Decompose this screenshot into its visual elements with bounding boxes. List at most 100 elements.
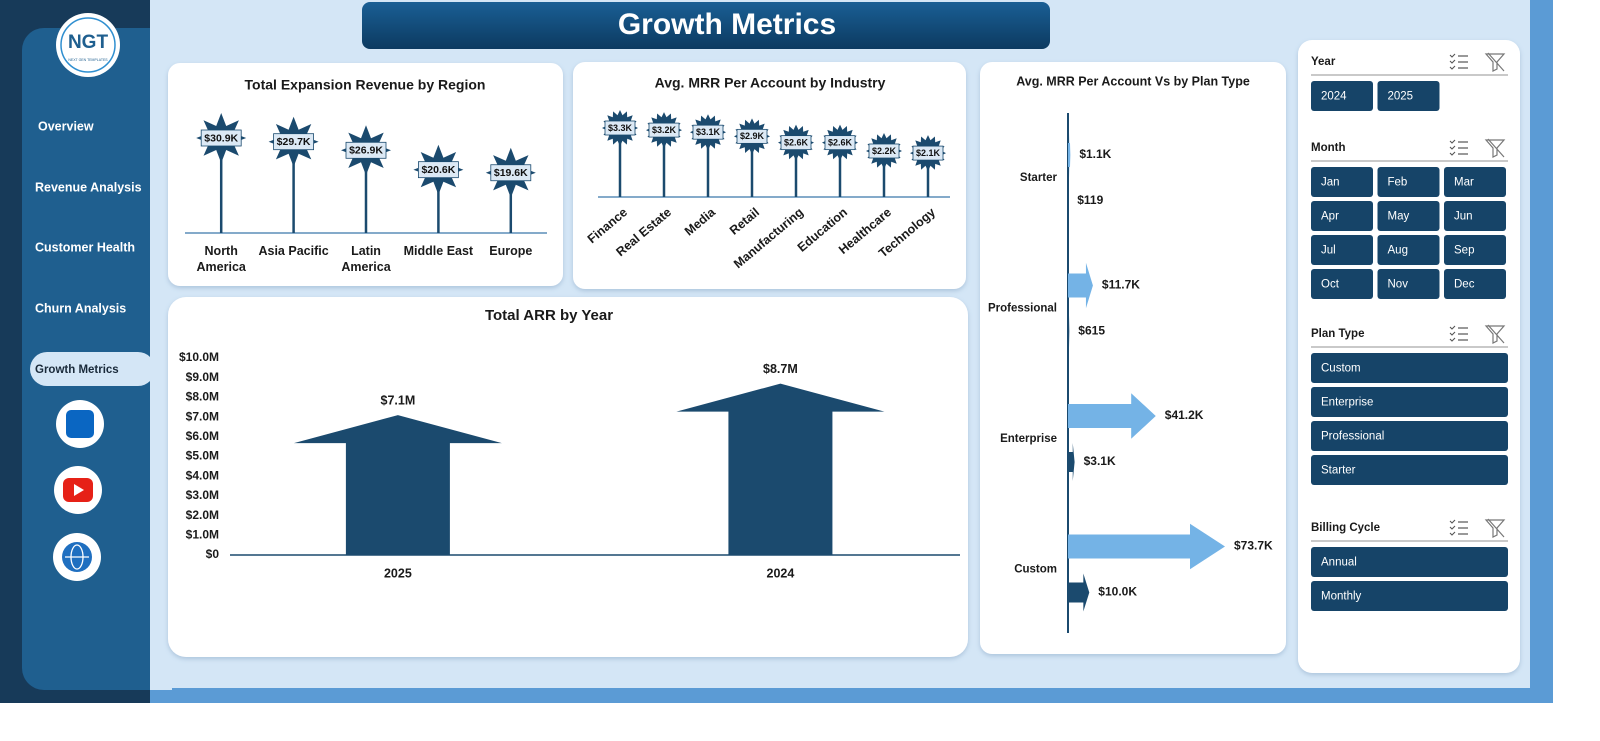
slicer-item[interactable]: Professional	[1321, 431, 1384, 443]
slicer-title: Year	[1311, 56, 1336, 68]
slicer-button[interactable]	[1377, 235, 1440, 265]
y-tick-label: Starter	[1020, 172, 1058, 184]
slicer-item[interactable]: Apr	[1321, 211, 1339, 223]
slicer-button[interactable]	[1377, 81, 1440, 111]
slicer-item[interactable]: May	[1388, 211, 1410, 223]
slicer-title: Plan Type	[1311, 328, 1364, 340]
x-tick-label: 2024	[767, 566, 795, 580]
slicer-button[interactable]	[1311, 235, 1373, 265]
value-label-box	[273, 133, 315, 151]
icon-check	[1449, 65, 1456, 70]
logo-subtitle: NEXT GEN TEMPLATES	[68, 58, 108, 62]
value-label: $2.1K	[916, 148, 941, 158]
youtube-play	[74, 484, 84, 496]
logo	[56, 13, 120, 77]
slicer-item[interactable]: Enterprise	[1321, 397, 1373, 409]
nav-item[interactable]: Growth Metrics	[35, 364, 119, 376]
value-label: $19.6K	[494, 167, 528, 179]
slicer-item[interactable]: 2024	[1321, 91, 1347, 103]
linkedin-glyph	[66, 410, 94, 438]
nav-item[interactable]: Overview	[38, 119, 94, 133]
value-label-box	[824, 135, 856, 151]
arrow-column	[676, 383, 885, 555]
slicer-button[interactable]	[1311, 167, 1373, 197]
slicer-button[interactable]	[1377, 269, 1440, 299]
arrow-bar	[1068, 262, 1093, 309]
slicer-item[interactable]: Starter	[1321, 465, 1356, 477]
icon-check	[1449, 151, 1456, 156]
value-label: $20.6K	[421, 164, 455, 176]
slicer-button[interactable]	[1311, 547, 1508, 577]
slicer-button[interactable]	[1444, 235, 1506, 265]
arrow-bar	[1068, 312, 1070, 351]
slicer-button[interactable]	[1311, 353, 1508, 383]
y-tick-label: $1.0M	[186, 527, 219, 541]
y-tick-label: $7.0M	[186, 409, 219, 423]
icon-check	[1449, 53, 1456, 58]
x-tick-label: Latin America	[341, 244, 391, 274]
y-tick-label: $5.0M	[186, 449, 219, 463]
x-tick-label-box: Asia Pacific	[258, 244, 329, 258]
value-label: $2.6K	[784, 138, 809, 148]
slicer-item[interactable]: Sep	[1454, 245, 1474, 257]
value-label: $2.9K	[740, 131, 765, 141]
nav-item[interactable]: Customer Health	[35, 240, 135, 254]
value-label: $7.1M	[381, 393, 416, 407]
slicer-item[interactable]: Feb	[1388, 177, 1408, 189]
slicer-item[interactable]: Monthly	[1321, 591, 1362, 603]
slicer-item[interactable]: Oct	[1321, 279, 1340, 291]
slicer-item[interactable]: Mar	[1454, 177, 1474, 189]
slicer-item[interactable]: Nov	[1388, 279, 1409, 291]
value-label: $3.3K	[608, 123, 633, 133]
icon-check	[1449, 531, 1456, 536]
clear-filter-icon[interactable]	[1484, 518, 1506, 538]
slicer-button[interactable]	[1311, 455, 1508, 485]
slicer-item[interactable]: Jun	[1454, 211, 1473, 223]
slicer-button[interactable]	[1377, 167, 1440, 197]
slicer-button[interactable]	[1311, 201, 1373, 231]
slicer-button[interactable]	[1311, 81, 1373, 111]
y-tick-label: $0	[206, 547, 220, 561]
value-label: $1.1K	[1079, 147, 1111, 161]
header-banner	[362, 2, 1050, 49]
slicer-button[interactable]	[1311, 387, 1508, 417]
x-tick-label-box: North America	[197, 244, 246, 274]
icon-check	[1449, 337, 1456, 342]
slicer-button[interactable]	[1311, 421, 1508, 451]
slicer-button[interactable]	[1444, 201, 1506, 231]
slicer-item[interactable]: Custom	[1321, 363, 1361, 375]
arrow-bar	[1068, 573, 1090, 612]
clear-filter-icon[interactable]	[1484, 138, 1506, 158]
clear-filter-icon[interactable]	[1484, 324, 1506, 344]
slicer-button[interactable]	[1311, 581, 1508, 611]
y-tick-label: $6.0M	[186, 429, 219, 443]
icon-check	[1449, 331, 1456, 336]
nav-item[interactable]: Churn Analysis	[35, 301, 126, 315]
value-label: $73.7K	[1234, 539, 1273, 553]
card	[980, 62, 1286, 654]
value-label: $119	[1077, 193, 1103, 207]
arrow-bar	[1068, 132, 1071, 178]
x-tick-label-box: Latin America	[341, 244, 391, 274]
nav-item[interactable]: Revenue Analysis	[35, 180, 142, 194]
slicer-item[interactable]: Jan	[1321, 177, 1340, 189]
sidebar-edge	[150, 28, 172, 690]
slicer-button[interactable]	[1377, 201, 1440, 231]
slicer-item[interactable]: Annual	[1321, 557, 1357, 569]
slicer-button[interactable]	[1311, 269, 1373, 299]
chart-title: Total ARR by Year	[485, 307, 613, 324]
slicer-item[interactable]: Jul	[1321, 245, 1336, 257]
value-label-box	[736, 128, 768, 144]
slicer-button[interactable]	[1444, 269, 1506, 299]
x-tick-label: Asia Pacific	[258, 244, 329, 258]
slicer-item[interactable]: Aug	[1388, 245, 1408, 257]
slicer-item[interactable]: Dec	[1454, 279, 1475, 291]
clear-filter-icon[interactable]	[1484, 52, 1506, 72]
slicer-button[interactable]	[1444, 167, 1506, 197]
value-label-box	[648, 122, 680, 138]
y-tick-label: $4.0M	[186, 468, 219, 482]
x-tick-label-box: Europe	[489, 244, 532, 258]
arrow-bar	[1068, 523, 1225, 570]
slicer-item[interactable]: 2025	[1388, 91, 1414, 103]
